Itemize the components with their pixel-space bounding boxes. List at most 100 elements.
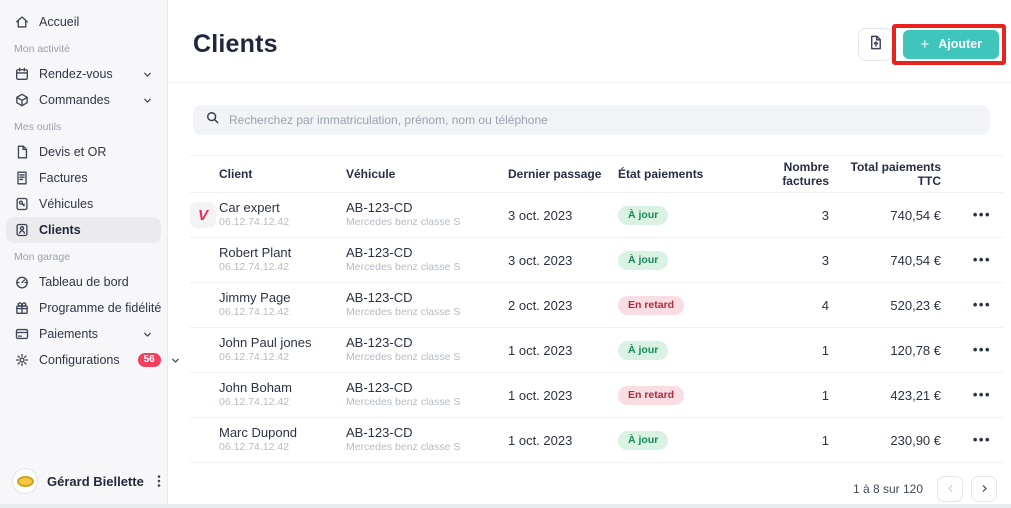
- payment-status-badge: À jour: [618, 341, 669, 360]
- sidebar-item-label: Véhicules: [39, 197, 94, 211]
- chevron-right-icon: [979, 482, 990, 497]
- avatar: [12, 468, 38, 494]
- sidebar-item-label: Commandes: [39, 93, 110, 107]
- page-bottom-edge: [0, 504, 1011, 508]
- sidebar-item-vehicules[interactable]: Véhicules: [6, 191, 161, 217]
- invoice-count: 3: [821, 252, 829, 268]
- client-phone: 06.12.74.12.42: [219, 351, 290, 364]
- card-icon: [14, 326, 30, 342]
- client-phone: 06.12.74.12.42: [219, 306, 290, 319]
- total-amount: 740,54 €: [890, 207, 941, 223]
- pagination: 1 à 8 sur 120: [168, 471, 997, 507]
- client-name: Marc Dupond: [219, 425, 298, 441]
- row-actions-button[interactable]: •••: [972, 297, 991, 312]
- sidebar-item-label: Rendez-vous: [39, 67, 113, 81]
- column-header: État paiements: [618, 167, 704, 181]
- sidebar-item-rendez-vous[interactable]: Rendez-vous: [6, 61, 161, 87]
- payment-status-badge: À jour: [618, 431, 669, 450]
- client-name: John Paul jones: [219, 335, 312, 351]
- export-file-icon: [867, 34, 884, 54]
- search-icon: [205, 110, 220, 130]
- row-actions-button[interactable]: •••: [972, 387, 991, 402]
- total-amount: 740,54 €: [890, 252, 941, 268]
- notification-badge: 56: [137, 353, 161, 367]
- table-row[interactable]: John Boham 06.12.74.12.42 AB-123-CD Mercede…: [190, 372, 1003, 417]
- home-icon: [14, 14, 30, 30]
- sidebar-item-label: Accueil: [39, 15, 80, 29]
- page-title: Clients: [193, 29, 278, 58]
- kebab-icon[interactable]: [153, 474, 165, 488]
- column-header: Véhicule: [346, 167, 396, 181]
- vehicle-model: Mercedes benz classe S: [346, 261, 461, 274]
- vehicle-plate: AB-123-CD: [346, 425, 413, 441]
- sidebar-item-configurations[interactable]: Configurations 56: [6, 347, 179, 373]
- client-logo: V: [190, 202, 216, 228]
- vehicle-plate: AB-123-CD: [346, 290, 413, 306]
- client-name: Jimmy Page: [219, 290, 291, 306]
- sidebar-item-commandes[interactable]: Commandes: [6, 87, 161, 113]
- vehicle-model: Mercedes benz classe S: [346, 396, 461, 409]
- chevron-left-icon: [945, 482, 956, 497]
- calendar-icon: [14, 66, 30, 82]
- row-actions-button[interactable]: •••: [972, 342, 991, 357]
- row-actions-button[interactable]: •••: [972, 207, 991, 222]
- client-phone: 06.12.74.12.42: [219, 261, 290, 274]
- add-button[interactable]: + Ajouter: [903, 29, 999, 59]
- gear-icon: [14, 352, 30, 368]
- sidebar-item-tableau-de-bord[interactable]: Tableau de bord: [6, 269, 161, 295]
- last-visit-date: 1 oct. 2023: [508, 432, 573, 448]
- pagination-next-button[interactable]: [971, 476, 997, 502]
- sidebar-item-label: Devis et OR: [39, 145, 107, 159]
- table-row[interactable]: John Paul jones 06.12.74.12.42 AB-123-CD Me…: [190, 327, 1003, 372]
- sidebar-item-paiements[interactable]: Paiements: [6, 321, 161, 347]
- sidebar-item-devis-et-or[interactable]: Devis et OR: [6, 139, 161, 165]
- client-name: Robert Plant: [219, 245, 292, 261]
- client-name: John Boham: [219, 380, 292, 396]
- last-visit-date: 3 oct. 2023: [508, 207, 573, 223]
- sidebar-item-programme-de-fidelite[interactable]: Programme de fidélité: [6, 295, 161, 321]
- row-actions-button[interactable]: •••: [972, 432, 991, 447]
- sidebar-item-label: Paiements: [39, 327, 99, 341]
- garage-logo: [16, 475, 34, 487]
- payment-status-badge: À jour: [618, 251, 669, 270]
- payment-status-badge: À jour: [618, 206, 669, 225]
- plus-icon: +: [920, 35, 930, 53]
- last-visit-date: 1 oct. 2023: [508, 387, 573, 403]
- package-icon: [14, 92, 30, 108]
- last-visit-date: 3 oct. 2023: [508, 252, 573, 268]
- header-actions: + Ajouter: [858, 23, 1006, 65]
- chevron-down-icon: [142, 69, 153, 80]
- table-row[interactable]: Marc Dupond 06.12.74.12.42 AB-123-CD Merced…: [190, 417, 1003, 462]
- user-menu[interactable]: Gérard Biellette: [0, 468, 167, 494]
- table-header-row: Client Véhicule Dernier passage État paieme…: [190, 156, 1003, 192]
- total-amount: 423,21 €: [890, 387, 941, 403]
- row-actions-button[interactable]: •••: [972, 252, 991, 267]
- pagination-prev-button[interactable]: [937, 476, 963, 502]
- export-button[interactable]: [858, 27, 894, 61]
- table-row[interactable]: Jimmy Page 06.12.74.12.42 AB-123-CD Mercede…: [190, 282, 1003, 327]
- column-header: Client: [219, 167, 253, 181]
- column-header: Dernier passage: [508, 167, 602, 181]
- main-content: Clients + Ajouter: [168, 0, 1011, 508]
- page-header: Clients + Ajouter: [168, 0, 1011, 83]
- invoice-count: 4: [821, 297, 829, 313]
- invoice-count: 3: [821, 207, 829, 223]
- sidebar: Accueil Mon activité Rendez-vous Commandes M…: [0, 0, 179, 508]
- table-row[interactable]: V Car expert 06.12.74.12.42 AB-123-CD Merced…: [190, 192, 1003, 237]
- search-input[interactable]: [229, 113, 978, 127]
- vehicle-icon: [14, 196, 30, 212]
- sidebar-item-clients[interactable]: Clients: [6, 217, 161, 243]
- table-row[interactable]: Robert Plant 06.12.74.12.42 AB-123-CD Merce…: [190, 237, 1003, 282]
- column-header: Total paiements TTC: [850, 160, 941, 188]
- pagination-label: 1 à 8 sur 120: [852, 482, 923, 496]
- invoice-count: 1: [821, 387, 829, 403]
- vehicle-plate: AB-123-CD: [346, 200, 413, 216]
- sidebar-item-label: Programme de fidélité: [39, 301, 162, 315]
- vehicle-plate: AB-123-CD: [346, 335, 413, 351]
- chevron-down-icon: [142, 329, 153, 340]
- invoice-count: 1: [821, 432, 829, 448]
- sidebar-nav: Accueil Mon activité Rendez-vous Commandes M…: [0, 0, 179, 373]
- sidebar-item-factures[interactable]: Factures: [6, 165, 161, 191]
- sidebar-item-accueil[interactable]: Accueil: [6, 9, 161, 35]
